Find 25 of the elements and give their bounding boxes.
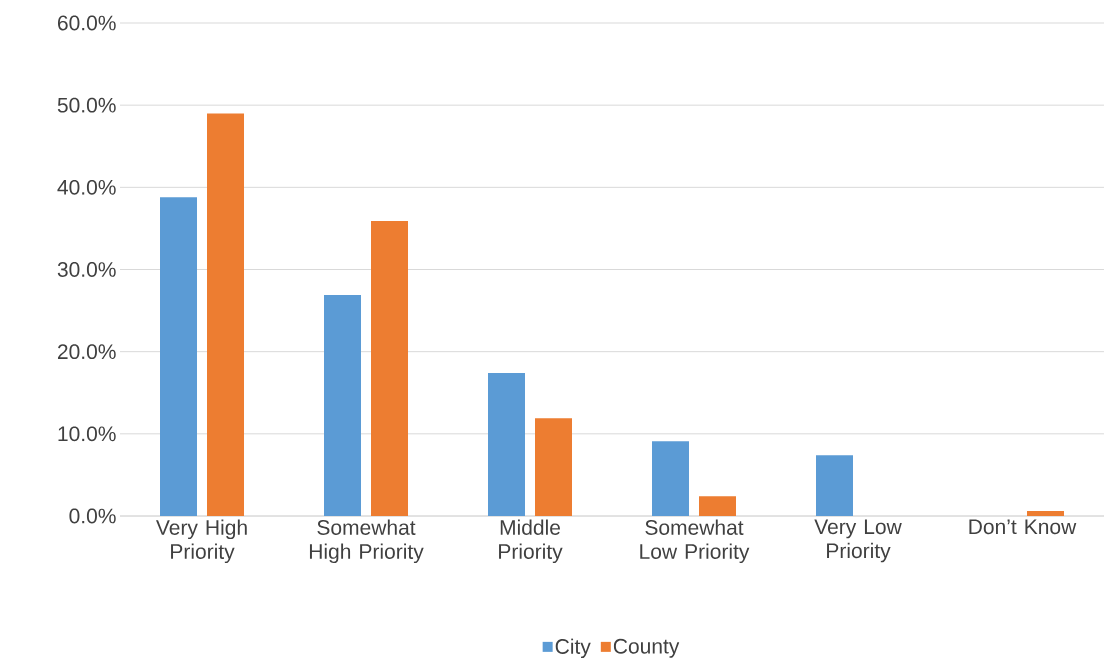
- legend-label: County: [613, 638, 680, 658]
- y-tick-label: 30.0%: [57, 262, 116, 277]
- bar: [160, 197, 198, 516]
- bar: [652, 441, 689, 516]
- x-tick-label: Middle Priority: [499, 519, 563, 564]
- bar: [1027, 511, 1064, 516]
- x-tick-label: Very Low Priority: [814, 519, 902, 563]
- bar: [488, 373, 525, 516]
- x-tick-label: Somewhat High Priority: [309, 519, 424, 564]
- y-tick-label: 40.0%: [57, 179, 116, 195]
- bar: [207, 113, 245, 516]
- bar: [535, 418, 572, 516]
- bar: [324, 294, 362, 516]
- x-tick-label: Somewhat Low Priority: [640, 519, 750, 564]
- legend-label: City: [555, 638, 591, 658]
- y-tick-label: 0.0%: [69, 508, 116, 524]
- x-tick-label: Very High Priority: [156, 519, 247, 564]
- y-tick-label: 10.0%: [58, 426, 116, 442]
- y-tick-label: 20.0%: [57, 344, 116, 360]
- x-tick-label: Don’t Know: [969, 519, 1077, 535]
- y-tick-label: 50.0%: [57, 97, 116, 113]
- bar: [699, 496, 736, 516]
- y-tick-label: 60.0%: [58, 15, 116, 31]
- bar: [816, 455, 853, 516]
- bar: [371, 221, 409, 516]
